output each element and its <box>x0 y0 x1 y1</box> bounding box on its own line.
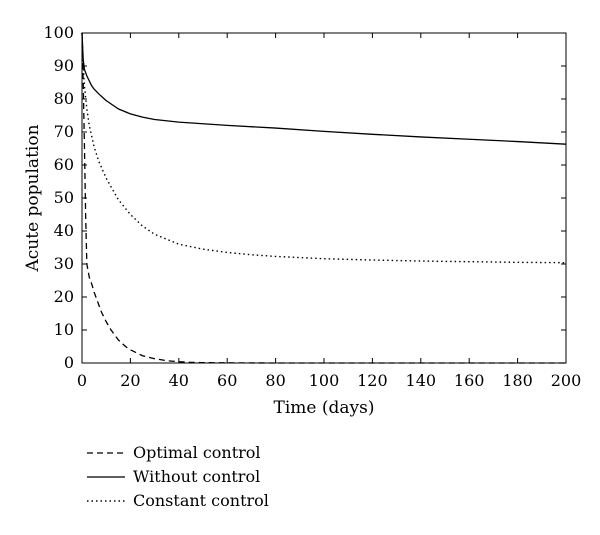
plot-frame <box>81 32 567 364</box>
y-tick-label: 80 <box>54 89 74 108</box>
series-line-optimal-control <box>81 32 566 364</box>
y-tick-label: 20 <box>54 287 74 306</box>
x-tick-label: 200 <box>551 371 582 390</box>
x-tick-label: 0 <box>77 371 87 390</box>
legend-item-without-control: Without control <box>87 467 260 486</box>
plot-area: 0 20 40 60 80 100 120 140 160 180 200 0 10 20 30 40 50 6… <box>43 23 581 390</box>
x-tick-label: 40 <box>169 371 189 390</box>
legend: Optimal control Without control Constant… <box>87 443 269 510</box>
x-axis-ticks: 0 20 40 60 80 100 120 140 160 180 200 <box>77 33 581 390</box>
y-tick-label: 60 <box>54 155 74 174</box>
y-axis-title: Acute population <box>23 124 43 272</box>
series-lines <box>81 32 567 364</box>
x-tick-label: 60 <box>217 371 237 390</box>
legend-item-constant-control: Constant control <box>87 491 269 510</box>
y-tick-label: 30 <box>54 254 74 273</box>
y-axis-ticks: 0 10 20 30 40 50 60 70 80 90 100 <box>43 23 566 372</box>
y-tick-label: 10 <box>54 320 74 339</box>
series-line-without-control <box>81 32 567 145</box>
x-tick-label: 80 <box>265 371 285 390</box>
series-line-constant-control <box>81 32 567 264</box>
legend-item-optimal-control: Optimal control <box>87 443 261 462</box>
legend-label-optimal-control: Optimal control <box>133 443 261 462</box>
x-tick-label: 160 <box>454 371 485 390</box>
x-tick-label: 100 <box>309 371 340 390</box>
y-tick-label: 0 <box>64 353 74 372</box>
y-tick-label: 40 <box>54 221 74 240</box>
x-tick-label: 20 <box>120 371 140 390</box>
y-tick-label: 70 <box>54 122 74 141</box>
x-tick-label: 140 <box>406 371 437 390</box>
y-tick-label: 50 <box>54 188 74 207</box>
x-axis-title: Time (days) <box>274 398 375 418</box>
y-tick-label: 100 <box>43 23 74 42</box>
x-tick-label: 180 <box>502 371 533 390</box>
x-tick-label: 120 <box>357 371 388 390</box>
y-tick-label: 90 <box>54 56 74 75</box>
legend-label-constant-control: Constant control <box>133 491 269 510</box>
legend-label-without-control: Without control <box>133 467 260 486</box>
